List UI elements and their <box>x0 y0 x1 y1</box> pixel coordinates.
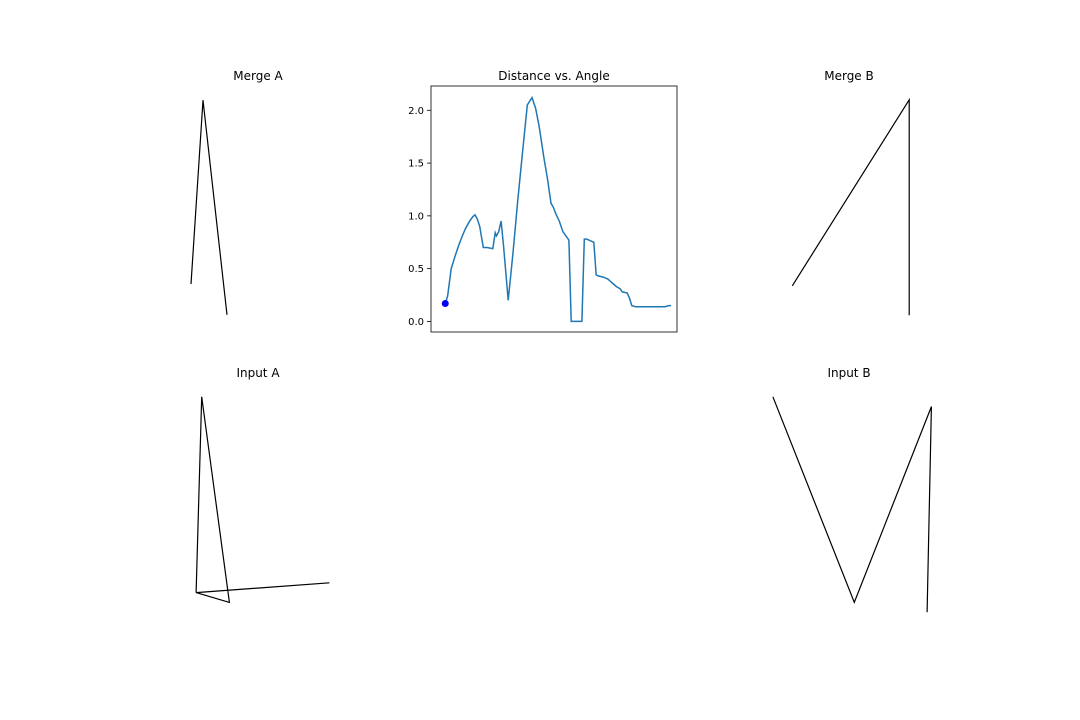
merge-b-title: Merge B <box>824 69 874 83</box>
y-tick-label: 0.0 <box>408 317 424 328</box>
merge-a-title: Merge A <box>233 69 283 83</box>
plot-frame <box>430 85 678 333</box>
y-tick-label: 1.0 <box>408 211 424 222</box>
input-b-title: Input B <box>827 366 870 380</box>
panel-merge-b: Merge B <box>791 69 910 316</box>
input-b-line <box>772 396 932 613</box>
panel-distance-vs-angle: Distance vs. Angle 0.0 0.5 1.0 1.5 2.0 <box>408 69 678 333</box>
merge-b-line <box>791 97 910 316</box>
current-angle-marker <box>441 299 449 307</box>
panel-input-b: Input B <box>772 366 932 613</box>
y-tick-label: 2.0 <box>408 106 424 117</box>
distance-series-line <box>444 95 672 323</box>
y-tick-label: 1.5 <box>408 159 424 170</box>
panel-merge-a: Merge A <box>190 69 284 315</box>
input-a-line <box>195 396 330 604</box>
input-a-title: Input A <box>236 366 280 380</box>
y-tick-label: 0.5 <box>408 264 424 275</box>
y-axis: 0.0 0.5 1.0 1.5 2.0 <box>408 106 431 328</box>
panel-input-a: Input A <box>195 366 330 604</box>
distance-angle-title: Distance vs. Angle <box>498 69 609 83</box>
merge-a-line <box>190 100 228 315</box>
